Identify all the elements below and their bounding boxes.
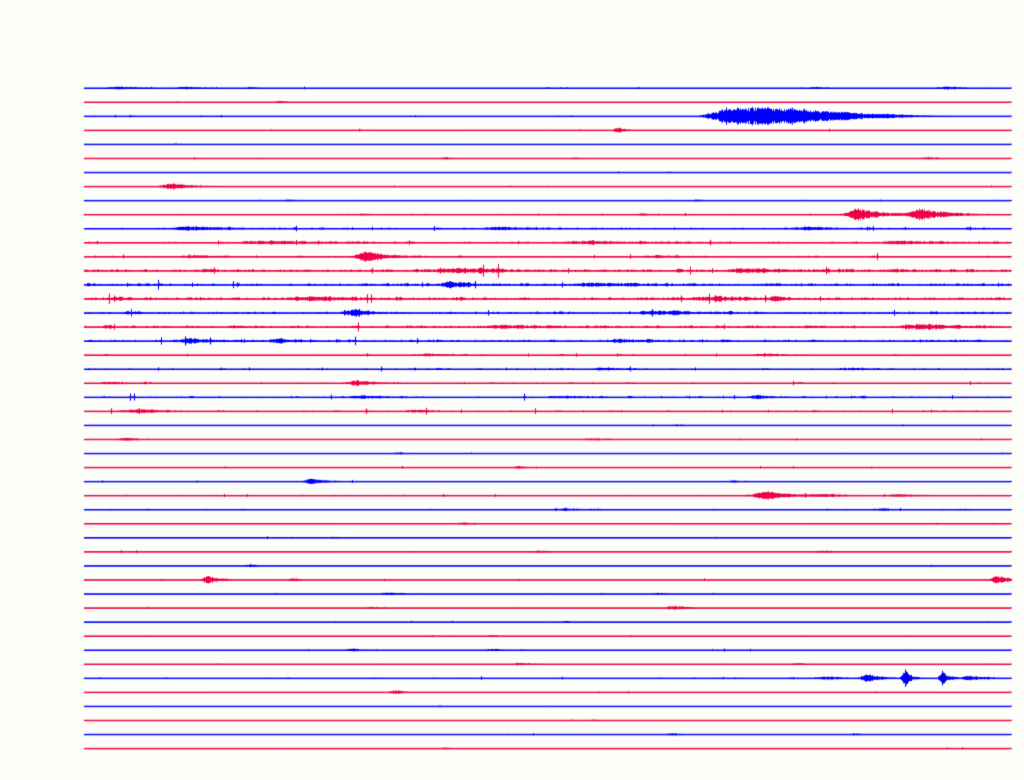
seismogram-trace-canvas [0, 0, 1024, 780]
helicorder-view: HA Marathonas 2024-09-24 Applied filter:… [0, 0, 1024, 780]
